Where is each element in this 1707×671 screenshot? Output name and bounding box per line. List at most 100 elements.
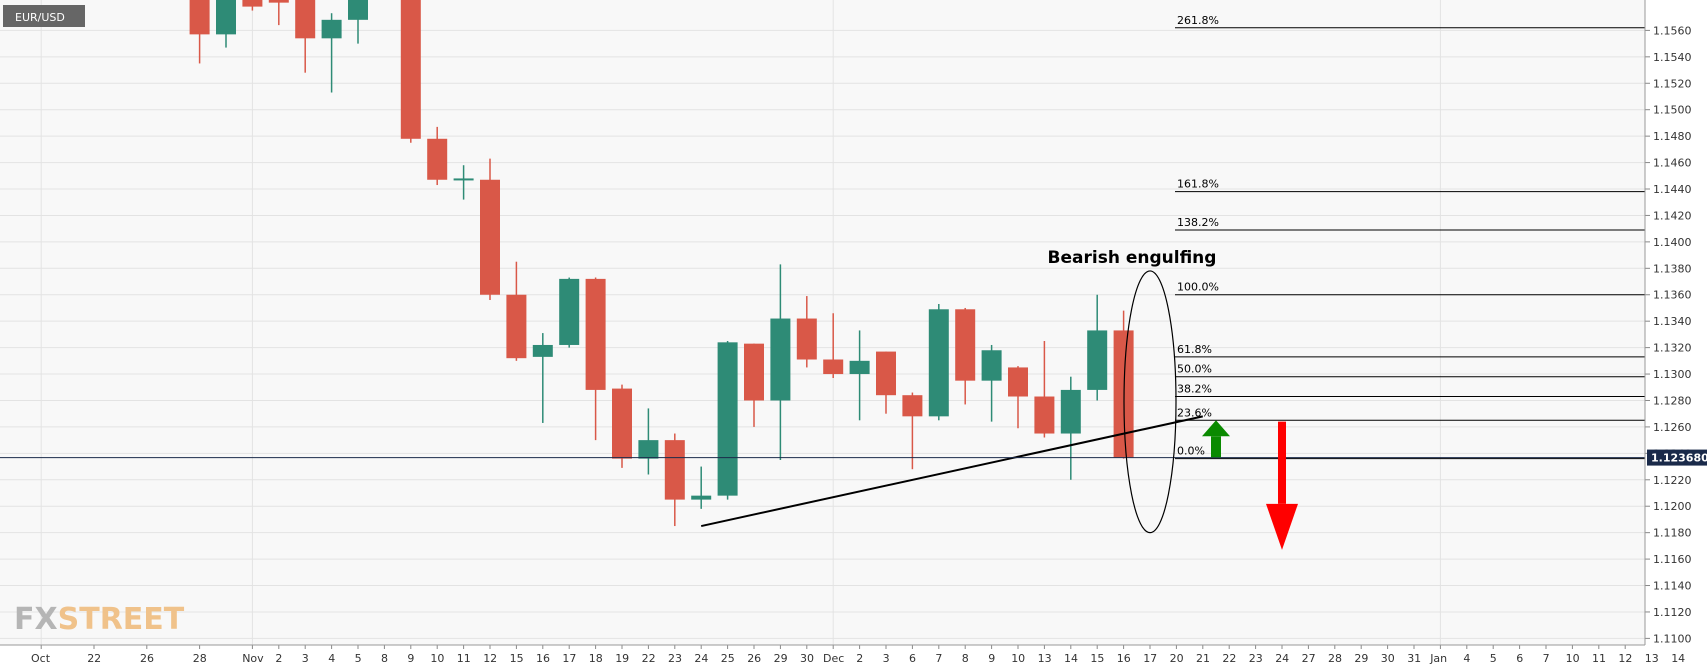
candle-body: [400, 0, 421, 139]
x-tick-label: 27: [1302, 652, 1316, 665]
x-tick-label: 10: [1011, 652, 1025, 665]
x-tick-label: 3: [883, 652, 890, 665]
candle: [453, 165, 474, 200]
x-tick-label: 22: [642, 652, 656, 665]
candle-body: [268, 0, 289, 3]
current-price-badge: 1.123680: [1647, 449, 1707, 466]
candle: [400, 0, 421, 143]
x-axis: Oct 22 26 28 Nov 2 3 4 5 8 9 10 11 12 15 16 17 18 19 22 23 24…: [0, 644, 1685, 665]
candle-body: [638, 440, 659, 459]
x-tick-label: 15: [510, 652, 524, 665]
x-tick-label: 17: [1143, 652, 1157, 665]
y-tick-label: 1.1100: [1653, 632, 1692, 645]
candle-body: [242, 0, 263, 7]
x-tick-label: 26: [747, 652, 761, 665]
x-tick-label: 28: [1328, 652, 1342, 665]
candle-body: [427, 138, 448, 180]
fib-level-label: 100.0%: [1177, 281, 1219, 294]
x-tick-label: 14: [1064, 652, 1078, 665]
x-tick-label: 13: [1038, 652, 1052, 665]
candle: [1008, 366, 1028, 429]
x-tick-label: 24: [694, 652, 708, 665]
candle: [849, 330, 870, 421]
arrow-up-head: [1202, 420, 1230, 437]
current-price-label: 1.123680: [1651, 452, 1707, 465]
candle: [268, 0, 289, 26]
y-tick-label: 1.1120: [1653, 606, 1692, 619]
y-tick-label: 1.1280: [1653, 394, 1692, 407]
candle-body: [480, 179, 500, 295]
candle-body: [532, 344, 553, 357]
candle: [981, 344, 1002, 422]
candle-body: [1060, 389, 1081, 434]
symbol-badge[interactable]: EUR/USD: [3, 5, 85, 27]
candle-body: [664, 440, 685, 500]
x-tick-label: 8: [381, 652, 388, 665]
candle: [876, 351, 896, 414]
candle: [427, 126, 448, 186]
candle: [1034, 341, 1055, 438]
y-tick-label: 1.1500: [1653, 104, 1692, 117]
annotation-text: Bearish engulfing: [1048, 248, 1217, 268]
candle-body: [955, 309, 976, 381]
candle-body: [1008, 367, 1028, 397]
x-tick-label: 29: [774, 652, 788, 665]
x-tick-label: 8: [962, 652, 969, 665]
candle: [1087, 294, 1108, 401]
x-tick-label: 14: [1671, 652, 1685, 665]
candle-body: [981, 350, 1002, 381]
y-tick-label: 1.1340: [1653, 315, 1692, 328]
x-tick-label: 12: [1618, 652, 1632, 665]
y-tick-label: 1.1480: [1653, 130, 1692, 143]
candle: [506, 261, 527, 361]
candle: [955, 307, 976, 405]
x-tick-label: 18: [589, 652, 603, 665]
y-tick-label: 1.1420: [1653, 209, 1692, 222]
candle: [770, 264, 791, 460]
candle-body: [1087, 330, 1108, 390]
y-tick-label: 1.1300: [1653, 368, 1692, 381]
x-tick-label: 24: [1275, 652, 1289, 665]
current-price-badge-bg: [1647, 449, 1707, 466]
y-tick-label: 1.1320: [1653, 342, 1692, 355]
y-tick-label: 1.1220: [1653, 474, 1692, 487]
candle-body: [796, 318, 817, 360]
symbol-badge-bg: [3, 5, 85, 27]
trendline: [700, 415, 1204, 528]
x-tick-label: 16: [1117, 652, 1131, 665]
candle-body: [453, 178, 474, 181]
candle: [664, 433, 685, 527]
candle-body: [612, 388, 632, 459]
fib-level-label: 38.2%: [1177, 383, 1212, 396]
x-tick-label: 4: [328, 652, 335, 665]
candle: [744, 343, 764, 427]
y-tick-label: 1.1140: [1653, 580, 1692, 593]
candle-body: [348, 0, 368, 20]
candle: [585, 277, 606, 441]
x-tick-label: Nov: [242, 652, 264, 665]
arrow-down-head: [1266, 503, 1298, 550]
x-tick-label: 5: [355, 652, 362, 665]
y-tick-label: 1.1160: [1653, 553, 1692, 566]
x-tick-label: 6: [1516, 652, 1523, 665]
candle: [928, 303, 949, 421]
symbol-label: EUR/USD: [15, 11, 65, 24]
x-tick-label: 26: [140, 652, 154, 665]
x-tick-label: 19: [615, 652, 629, 665]
candle-body: [770, 318, 791, 401]
candle-body: [849, 360, 870, 375]
candle: [1113, 310, 1134, 459]
x-tick-label: 22: [87, 652, 101, 665]
candle: [295, 0, 316, 73]
x-tick-label: 13: [1645, 652, 1659, 665]
candle: [321, 13, 342, 93]
x-tick-label: 25: [721, 652, 735, 665]
y-tick-label: 1.1400: [1653, 236, 1692, 249]
x-tick-label: 11: [1592, 652, 1606, 665]
x-tick-label: 11: [457, 652, 471, 665]
x-tick-label: 28: [193, 652, 207, 665]
fxstreet-logo: FXSTREET: [14, 602, 185, 637]
candle-body: [321, 19, 342, 39]
x-tick-label: 15: [1090, 652, 1104, 665]
candle-body: [585, 278, 606, 390]
